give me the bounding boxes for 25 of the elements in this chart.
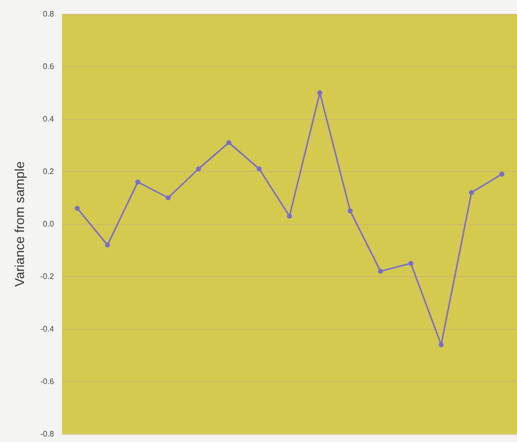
point — [105, 242, 110, 248]
point — [196, 166, 201, 172]
point — [226, 140, 232, 146]
point — [499, 172, 504, 177]
point — [348, 208, 353, 214]
y-tick-label: 0.8 — [42, 10, 55, 18]
point — [469, 190, 474, 195]
point — [74, 206, 80, 211]
point — [287, 214, 292, 219]
point — [438, 342, 444, 348]
y-tick-label: -0.4 — [40, 324, 55, 334]
point — [408, 260, 414, 266]
y-tick-label: 0.0 — [42, 220, 55, 228]
y-tick-label: 0.4 — [42, 114, 55, 124]
y-tick-label: -0.6 — [40, 377, 55, 386]
point — [317, 90, 322, 96]
point — [256, 166, 262, 172]
point — [378, 268, 383, 274]
y-tick-label: 0.2 — [42, 167, 55, 176]
y-tick-label: 0.6 — [42, 62, 55, 71]
y-tick-label: -0.2 — [40, 272, 55, 281]
y-axis-title: Variance from sample — [12, 161, 27, 287]
point — [135, 180, 140, 184]
point — [166, 195, 171, 200]
y-tick-label: -0.8 — [40, 430, 55, 438]
